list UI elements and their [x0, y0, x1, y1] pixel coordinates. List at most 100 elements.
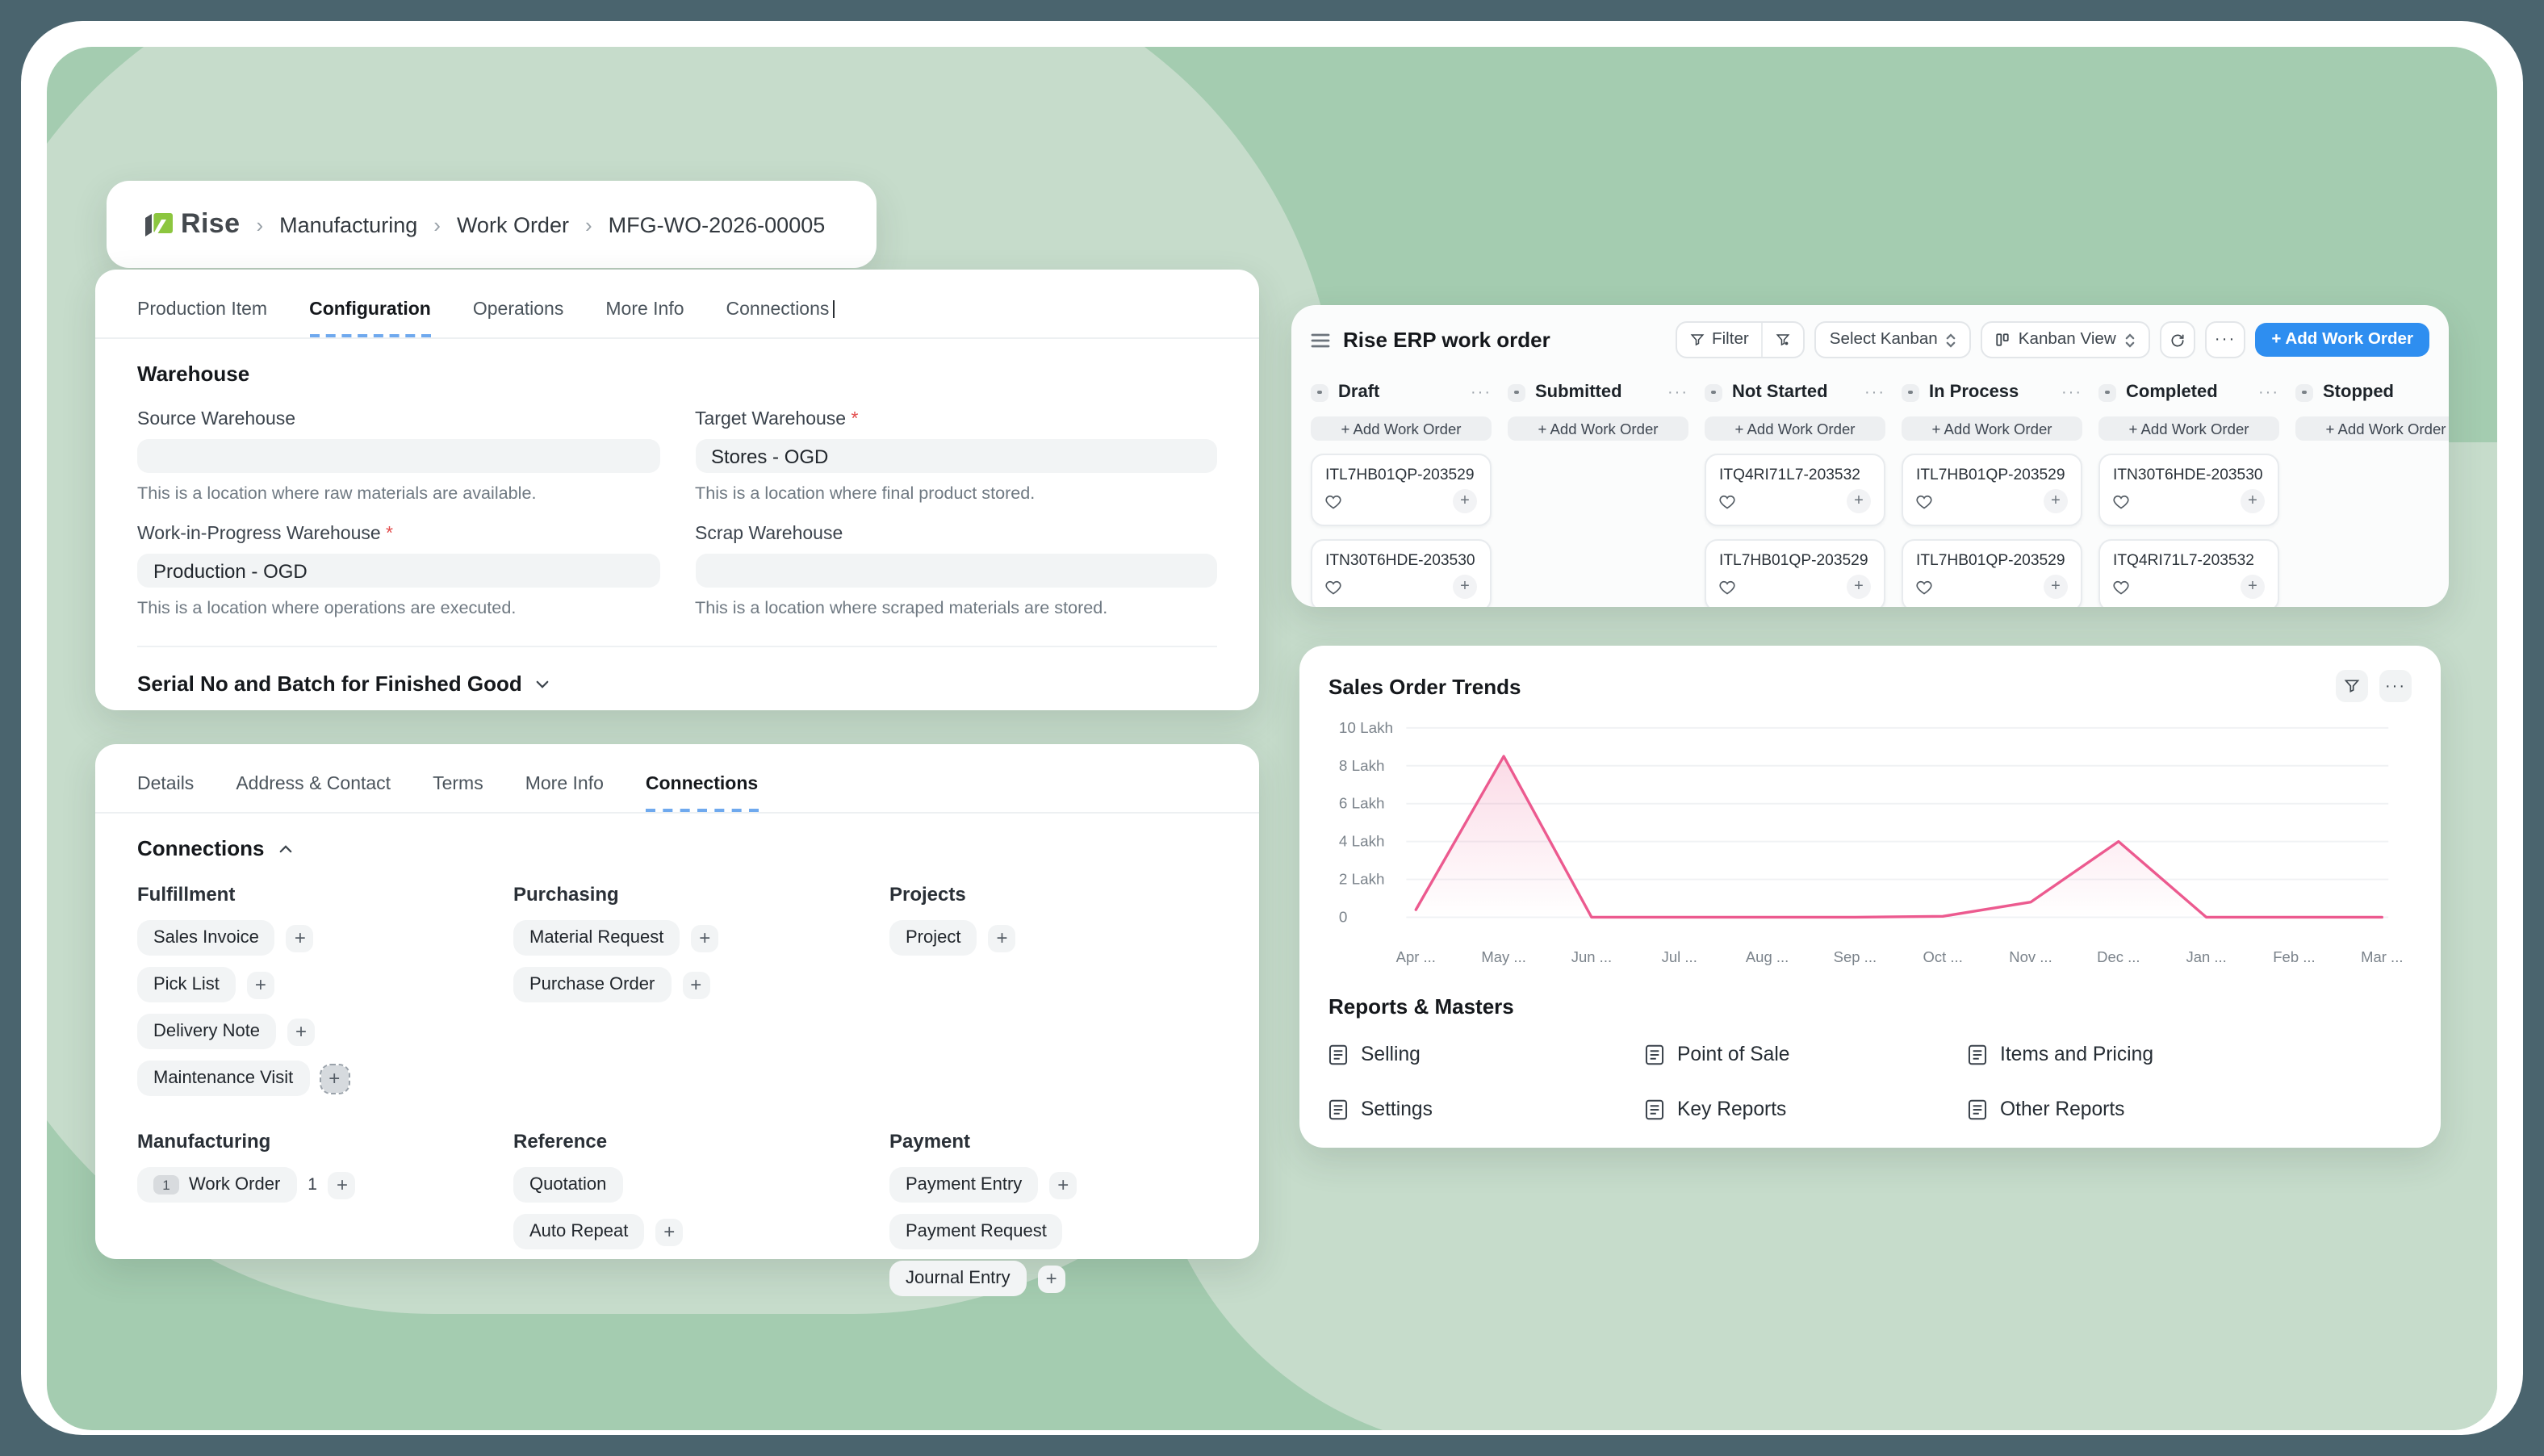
column-add-work-order-button[interactable]: + Add Work Order	[1902, 416, 2082, 441]
add-payment-entry-button[interactable]: +	[1049, 1171, 1077, 1199]
doc-link-project[interactable]: Project	[889, 920, 977, 956]
tab-address-contact[interactable]: Address & Contact	[236, 775, 391, 794]
breadcrumb-item-work-order[interactable]: Work Order	[456, 212, 569, 236]
column-menu-button[interactable]: ···	[1667, 383, 1688, 401]
add-purchase-order-button[interactable]: +	[682, 971, 710, 998]
kanban-card[interactable]: ITN30T6HDE-203530 +	[2098, 454, 2279, 526]
chart-more-button[interactable]: ···	[2379, 670, 2412, 702]
field-input-work-in-progress-warehouse[interactable]: Production - OGD	[137, 554, 659, 588]
favorite-heart-icon[interactable]	[2113, 493, 2129, 509]
chart-filter-button[interactable]	[2336, 670, 2368, 702]
favorite-heart-icon[interactable]	[1719, 493, 1735, 509]
filter-button[interactable]: Filter	[1676, 323, 1762, 357]
doc-link-payment-entry[interactable]: Payment Entry	[889, 1167, 1039, 1203]
kanban-view-dropdown[interactable]: Kanban View	[1981, 321, 2150, 358]
card-add-button[interactable]: +	[2044, 575, 2068, 599]
add-material-request-button[interactable]: +	[691, 924, 719, 952]
column-menu-button[interactable]: ···	[1864, 383, 1885, 401]
add-work-order-button[interactable]: + Add Work Order	[2255, 323, 2429, 357]
doc-link-delivery-note[interactable]: Delivery Note	[137, 1014, 277, 1049]
tab-operations[interactable]: Operations	[472, 300, 564, 320]
tab-terms[interactable]: Terms	[433, 775, 483, 794]
column-add-work-order-button[interactable]: + Add Work Order	[2098, 416, 2279, 441]
refresh-button[interactable]	[2159, 321, 2195, 358]
favorite-heart-icon[interactable]	[1916, 493, 1932, 509]
add-project-button[interactable]: +	[988, 924, 1016, 952]
doc-link-auto-repeat[interactable]: Auto Repeat	[513, 1214, 645, 1249]
doc-link-quotation[interactable]: Quotation	[513, 1167, 623, 1203]
report-link-point-of-sale[interactable]: Point of Sale	[1645, 1043, 1968, 1065]
card-add-button[interactable]: +	[1453, 575, 1477, 599]
card-add-button[interactable]: +	[2241, 489, 2265, 513]
field-input-target-warehouse[interactable]: Stores - OGD	[695, 439, 1217, 473]
tab-configuration[interactable]: Configuration	[309, 300, 432, 337]
column-menu-button[interactable]: ···	[2258, 383, 2279, 401]
report-link-other-reports[interactable]: Other Reports	[1968, 1098, 2412, 1120]
favorite-heart-icon[interactable]	[1719, 579, 1735, 595]
add-auto-repeat-button[interactable]: +	[655, 1218, 684, 1245]
column-add-work-order-button[interactable]: + Add Work Order	[2295, 416, 2449, 441]
column-menu-button[interactable]: ···	[2061, 383, 2082, 401]
report-link-key-reports[interactable]: Key Reports	[1645, 1098, 1968, 1120]
favorite-heart-icon[interactable]	[1916, 579, 1932, 595]
card-add-button[interactable]: +	[1847, 575, 1871, 599]
tab-production-item[interactable]: Production Item	[137, 300, 268, 320]
add-delivery-note-button[interactable]: +	[287, 1018, 316, 1045]
favorite-heart-icon[interactable]	[1325, 493, 1341, 509]
doc-link-pick-list[interactable]: Pick List	[137, 967, 236, 1002]
breadcrumb-item-manufacturing[interactable]: Manufacturing	[279, 212, 418, 236]
column-indicator-icon[interactable]	[1705, 383, 1722, 401]
kanban-more-button[interactable]: ···	[2204, 321, 2246, 358]
rise-logo[interactable]: Rise	[145, 208, 240, 241]
kanban-card[interactable]: ITL7HB01QP-203529 +	[1902, 539, 2082, 607]
add-work-order-button[interactable]: +	[328, 1171, 356, 1199]
kanban-card[interactable]: ITL7HB01QP-203529 +	[1902, 454, 2082, 526]
kanban-card[interactable]: ITQ4RI71L7-203532 +	[2098, 539, 2279, 607]
tab-connections[interactable]: Connections	[645, 775, 758, 812]
tab-details[interactable]: Details	[137, 775, 195, 794]
kanban-card[interactable]: ITL7HB01QP-203529 +	[1311, 454, 1492, 526]
card-add-button[interactable]: +	[1847, 489, 1871, 513]
doc-link-sales-invoice[interactable]: Sales Invoice	[137, 920, 275, 956]
card-add-button[interactable]: +	[2241, 575, 2265, 599]
field-input-source-warehouse[interactable]	[137, 439, 659, 473]
filter-settings-button[interactable]	[1761, 323, 1804, 357]
doc-link-purchase-order[interactable]: Purchase Order	[513, 967, 672, 1002]
tab-connections[interactable]: Connections	[726, 300, 835, 337]
column-indicator-icon[interactable]	[2098, 383, 2116, 401]
column-add-work-order-button[interactable]: + Add Work Order	[1705, 416, 1885, 441]
favorite-heart-icon[interactable]	[2113, 579, 2129, 595]
column-indicator-icon[interactable]	[1311, 383, 1328, 401]
select-kanban-dropdown[interactable]: Select Kanban	[1814, 321, 1972, 358]
add-pick-list-button[interactable]: +	[246, 971, 274, 998]
doc-link-journal-entry[interactable]: Journal Entry	[889, 1261, 1027, 1296]
drag-handle-icon[interactable]	[1311, 332, 1330, 348]
field-input-scrap-warehouse[interactable]	[695, 554, 1217, 588]
kanban-card[interactable]: ITN30T6HDE-203530 +	[1311, 539, 1492, 607]
doc-link-work-order[interactable]: 1 Work Order	[137, 1167, 297, 1203]
tab-more-info[interactable]: More Info	[525, 775, 604, 794]
doc-link-material-request[interactable]: Material Request	[513, 920, 680, 956]
column-add-work-order-button[interactable]: + Add Work Order	[1508, 416, 1688, 441]
favorite-heart-icon[interactable]	[1325, 579, 1341, 595]
connections-section-toggle[interactable]: Connections	[137, 836, 1217, 860]
serial-batch-collapsible[interactable]: Serial No and Batch for Finished Good	[137, 672, 1217, 696]
tab-more-info[interactable]: More Info	[605, 300, 684, 320]
column-menu-button[interactable]: ···	[1471, 383, 1492, 401]
card-add-button[interactable]: +	[2044, 489, 2068, 513]
report-link-items-and-pricing[interactable]: Items and Pricing	[1968, 1043, 2412, 1065]
add-journal-entry-button[interactable]: +	[1037, 1265, 1065, 1292]
card-add-button[interactable]: +	[1453, 489, 1477, 513]
report-link-settings[interactable]: Settings	[1328, 1098, 1645, 1120]
column-indicator-icon[interactable]	[1508, 383, 1525, 401]
kanban-card[interactable]: ITL7HB01QP-203529 +	[1705, 539, 1885, 607]
doc-link-maintenance-visit[interactable]: Maintenance Visit	[137, 1061, 310, 1096]
breadcrumb-item-doc-id[interactable]: MFG-WO-2026-00005	[608, 212, 826, 236]
column-indicator-icon[interactable]	[1902, 383, 1919, 401]
doc-link-payment-request[interactable]: Payment Request	[889, 1214, 1063, 1249]
column-add-work-order-button[interactable]: + Add Work Order	[1311, 416, 1492, 441]
add-maintenance-visit-button[interactable]: +	[319, 1063, 350, 1094]
add-sales-invoice-button[interactable]: +	[286, 924, 314, 952]
column-indicator-icon[interactable]	[2295, 383, 2313, 401]
kanban-card[interactable]: ITQ4RI71L7-203532 +	[1705, 454, 1885, 526]
